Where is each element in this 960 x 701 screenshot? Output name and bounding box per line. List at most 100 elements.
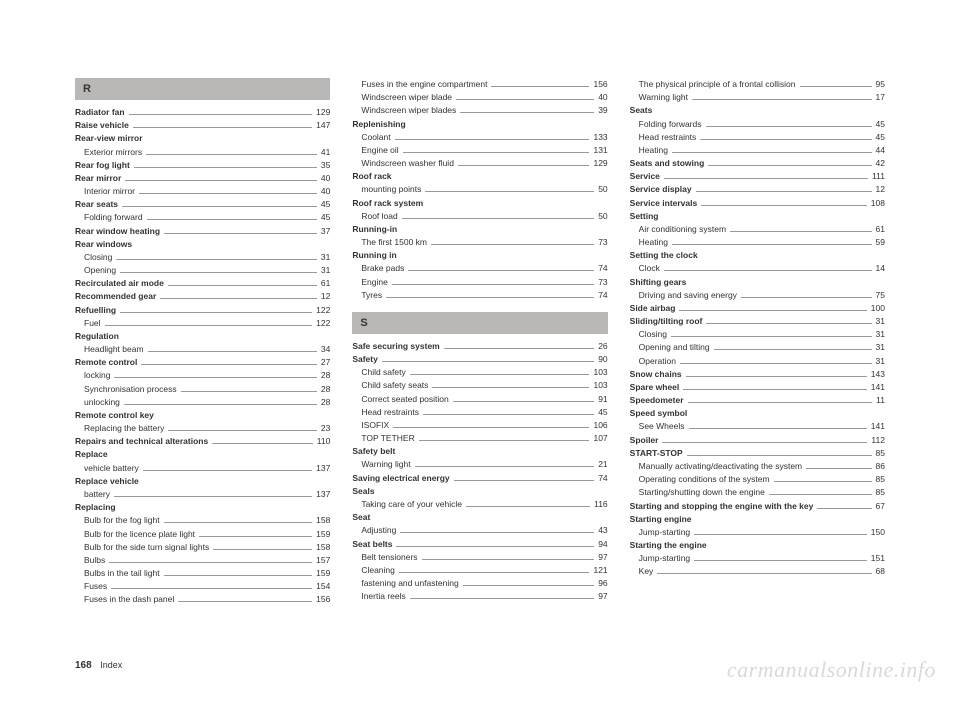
leader-line [168, 285, 317, 286]
leader-line [672, 152, 872, 153]
index-entry: Service display12 [630, 183, 885, 196]
leader-line [147, 219, 317, 220]
index-entry: Speedometer11 [630, 394, 885, 407]
entry-label: Snow chains [630, 368, 682, 381]
entry-label: vehicle battery [84, 462, 139, 475]
entry-page: 103 [593, 366, 607, 379]
entry-label: Starting the engine [630, 539, 707, 552]
index-entry: Fuses in the engine compartment156 [352, 78, 607, 91]
index-entry: ISOFIX106 [352, 419, 607, 432]
leader-line [402, 218, 594, 219]
entry-label: Roof load [361, 210, 397, 223]
entry-label: Clock [639, 262, 660, 275]
leader-line [687, 455, 872, 456]
leader-line [382, 361, 594, 362]
leader-line [139, 193, 317, 194]
index-column: RRadiator fan129Raise vehicle147Rear-vie… [75, 78, 330, 607]
entry-label: See Wheels [639, 420, 685, 433]
entry-page: 96 [598, 577, 607, 590]
leader-line [463, 585, 595, 586]
leader-line [458, 165, 590, 166]
entry-label: Saving electrical energy [352, 472, 449, 485]
index-entry: Interior mirror40 [75, 185, 330, 198]
entry-page: 158 [316, 541, 330, 554]
index-entry: battery137 [75, 488, 330, 501]
entry-label: Fuses [84, 580, 107, 593]
entry-page: 67 [876, 500, 885, 513]
index-entry: Starting engine [630, 513, 885, 526]
entry-page: 42 [876, 157, 885, 170]
leader-line [213, 549, 312, 550]
entry-label: Fuses in the engine compartment [361, 78, 487, 91]
entry-label: Opening [84, 264, 116, 277]
leader-line [741, 297, 872, 298]
index-entry: Seats [630, 104, 885, 117]
entry-label: Air conditioning system [639, 223, 726, 236]
entry-page: 68 [876, 565, 885, 578]
index-entry: unlocking28 [75, 396, 330, 409]
leader-line [212, 443, 313, 444]
entry-page: 91 [598, 393, 607, 406]
leader-line [466, 506, 590, 507]
index-entry: Windscreen wiper blade40 [352, 91, 607, 104]
leader-line [415, 466, 595, 467]
page-footer: 168 Index [75, 660, 122, 671]
entry-label: mounting points [361, 183, 421, 196]
index-columns: RRadiator fan129Raise vehicle147Rear-vie… [75, 78, 885, 607]
index-entry: Folding forwards45 [630, 118, 885, 131]
entry-label: Adjusting [361, 524, 396, 537]
entry-label: Setting [630, 210, 659, 223]
leader-line [109, 562, 312, 563]
entry-label: START-STOP [630, 447, 683, 460]
entry-page: 108 [871, 197, 885, 210]
entry-page: 50 [598, 183, 607, 196]
index-column: The physical principle of a frontal coll… [630, 78, 885, 607]
entry-label: Child safety seats [361, 379, 428, 392]
entry-label: Rear window heating [75, 225, 160, 238]
entry-label: Replenishing [352, 118, 405, 131]
entry-label: Speed symbol [630, 407, 688, 420]
entry-page: 97 [598, 551, 607, 564]
index-entry: Replace [75, 448, 330, 461]
index-entry: Rear mirror40 [75, 172, 330, 185]
entry-label: Repairs and technical alterations [75, 435, 208, 448]
entry-page: 131 [593, 144, 607, 157]
leader-line [124, 404, 317, 405]
leader-line [141, 364, 317, 365]
leader-line [125, 180, 317, 181]
leader-line [671, 336, 872, 337]
entry-page: 26 [598, 340, 607, 353]
index-entry: Saving electrical energy74 [352, 472, 607, 485]
index-entry: Correct seated position91 [352, 393, 607, 406]
index-entry: Safe securing system26 [352, 340, 607, 353]
index-entry: Refuelling122 [75, 304, 330, 317]
leader-line [730, 231, 871, 232]
entry-label: Operation [639, 355, 676, 368]
leader-line [686, 376, 867, 377]
entry-page: 141 [871, 381, 885, 394]
leader-line [664, 270, 872, 271]
entry-label: Roof rack system [352, 197, 423, 210]
leader-line [769, 494, 872, 495]
index-entry: Synchronisation process28 [75, 383, 330, 396]
index-entry: Seat belts94 [352, 538, 607, 551]
entry-label: Interior mirror [84, 185, 135, 198]
index-entry: Child safety103 [352, 366, 607, 379]
leader-line [116, 259, 317, 260]
index-entry: Regulation [75, 330, 330, 343]
entry-label: Brake pads [361, 262, 404, 275]
entry-label: Seats [630, 104, 653, 117]
leader-line [692, 99, 872, 100]
leader-line [664, 178, 868, 179]
index-entry: Opening and tilting31 [630, 341, 885, 354]
entry-label: Inertia reels [361, 590, 405, 603]
entry-page: 45 [876, 131, 885, 144]
index-entry: The first 1500 km73 [352, 236, 607, 249]
index-entry: Service intervals108 [630, 197, 885, 210]
index-entry: Setting [630, 210, 885, 223]
index-entry: Heating44 [630, 144, 885, 157]
leader-line [396, 546, 594, 547]
entry-page: 61 [321, 277, 330, 290]
entry-page: 137 [316, 488, 330, 501]
index-entry: START-STOP85 [630, 447, 885, 460]
